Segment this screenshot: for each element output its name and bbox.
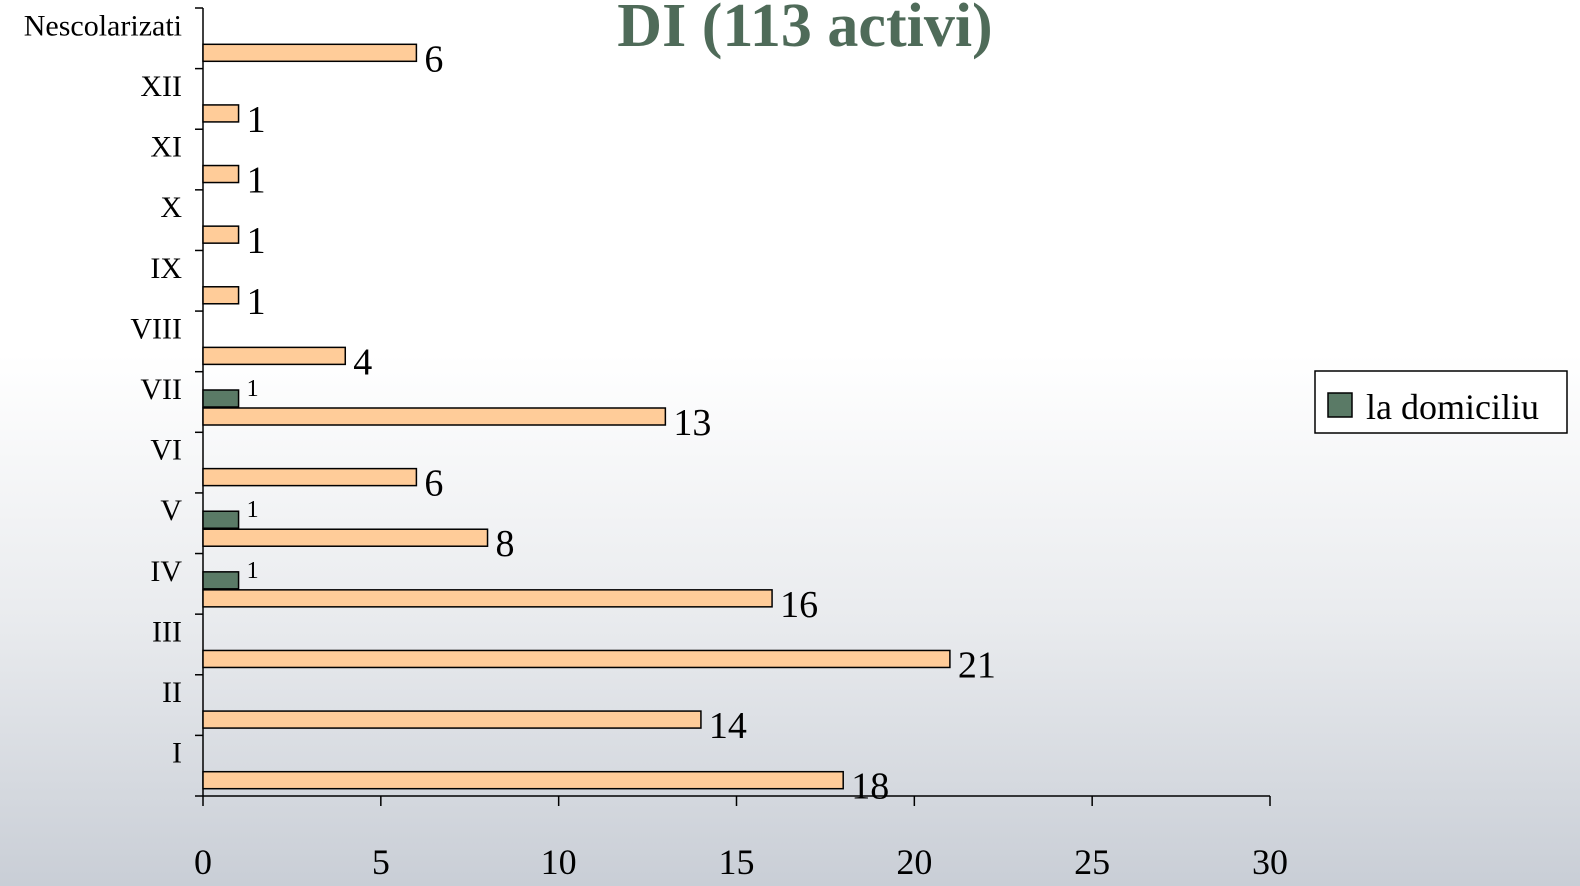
x-tick-label: 0 [194, 842, 212, 882]
legend-label: la domiciliu [1366, 387, 1539, 427]
bar [202, 43, 418, 63]
bar [202, 225, 240, 244]
category-label: IV [150, 555, 182, 588]
data-label: 14 [709, 705, 747, 747]
category-label: XII [140, 70, 182, 103]
chart-legend: la domiciliu [1314, 370, 1568, 434]
chart-title: DI (113 activi) [617, 0, 992, 60]
bar [202, 389, 240, 408]
data-label: 1 [247, 220, 266, 262]
bar [202, 346, 347, 366]
bar [202, 164, 240, 184]
data-label: 8 [496, 523, 515, 565]
data-label: 6 [424, 38, 443, 80]
bar [202, 571, 240, 590]
category-label: X [160, 191, 182, 224]
data-label: 1 [247, 558, 259, 584]
data-label: 1 [247, 99, 266, 141]
bar [202, 467, 418, 487]
data-label: 13 [673, 402, 711, 444]
category-label: XI [150, 131, 182, 164]
category-label: VII [140, 373, 182, 406]
bar [202, 104, 240, 123]
bar [202, 510, 240, 529]
x-tick-label: 5 [372, 842, 390, 882]
x-tick-label: 25 [1074, 842, 1110, 882]
category-label: VIII [130, 312, 182, 345]
x-tick-label: 20 [896, 842, 932, 882]
bar [202, 710, 702, 729]
x-tick-label: 10 [541, 842, 577, 882]
data-label: 1 [247, 376, 259, 402]
bar [202, 649, 951, 669]
category-label: Nescolarizati [24, 9, 182, 42]
data-label: 1 [247, 281, 266, 323]
x-tick-label: 30 [1252, 842, 1288, 882]
bar [202, 770, 844, 790]
bar [202, 407, 667, 426]
chart-axes [195, 7, 1271, 806]
category-label: III [152, 615, 182, 648]
category-label: V [160, 494, 182, 527]
legend-box [1314, 370, 1568, 434]
x-tick-label: 15 [719, 842, 755, 882]
data-label: 16 [780, 584, 818, 626]
category-label: I [172, 737, 182, 770]
data-label: 1 [247, 497, 259, 523]
data-label: 21 [958, 644, 996, 686]
category-label: II [162, 676, 182, 709]
category-label: VI [150, 434, 182, 467]
bar [202, 589, 773, 608]
bar [202, 286, 240, 305]
legend-swatch [1327, 392, 1353, 418]
data-label: 1 [247, 160, 266, 202]
data-label: 4 [353, 341, 372, 383]
data-label: 18 [851, 766, 889, 808]
chart-bars [202, 43, 951, 790]
data-label: 6 [424, 463, 443, 505]
bar [202, 528, 489, 547]
chart-labels: 0 5 10 15 20 25 30IIIIIIIVVVIVIIVIIIIXXXIXIINe… [24, 9, 1288, 882]
category-label: IX [150, 252, 182, 285]
